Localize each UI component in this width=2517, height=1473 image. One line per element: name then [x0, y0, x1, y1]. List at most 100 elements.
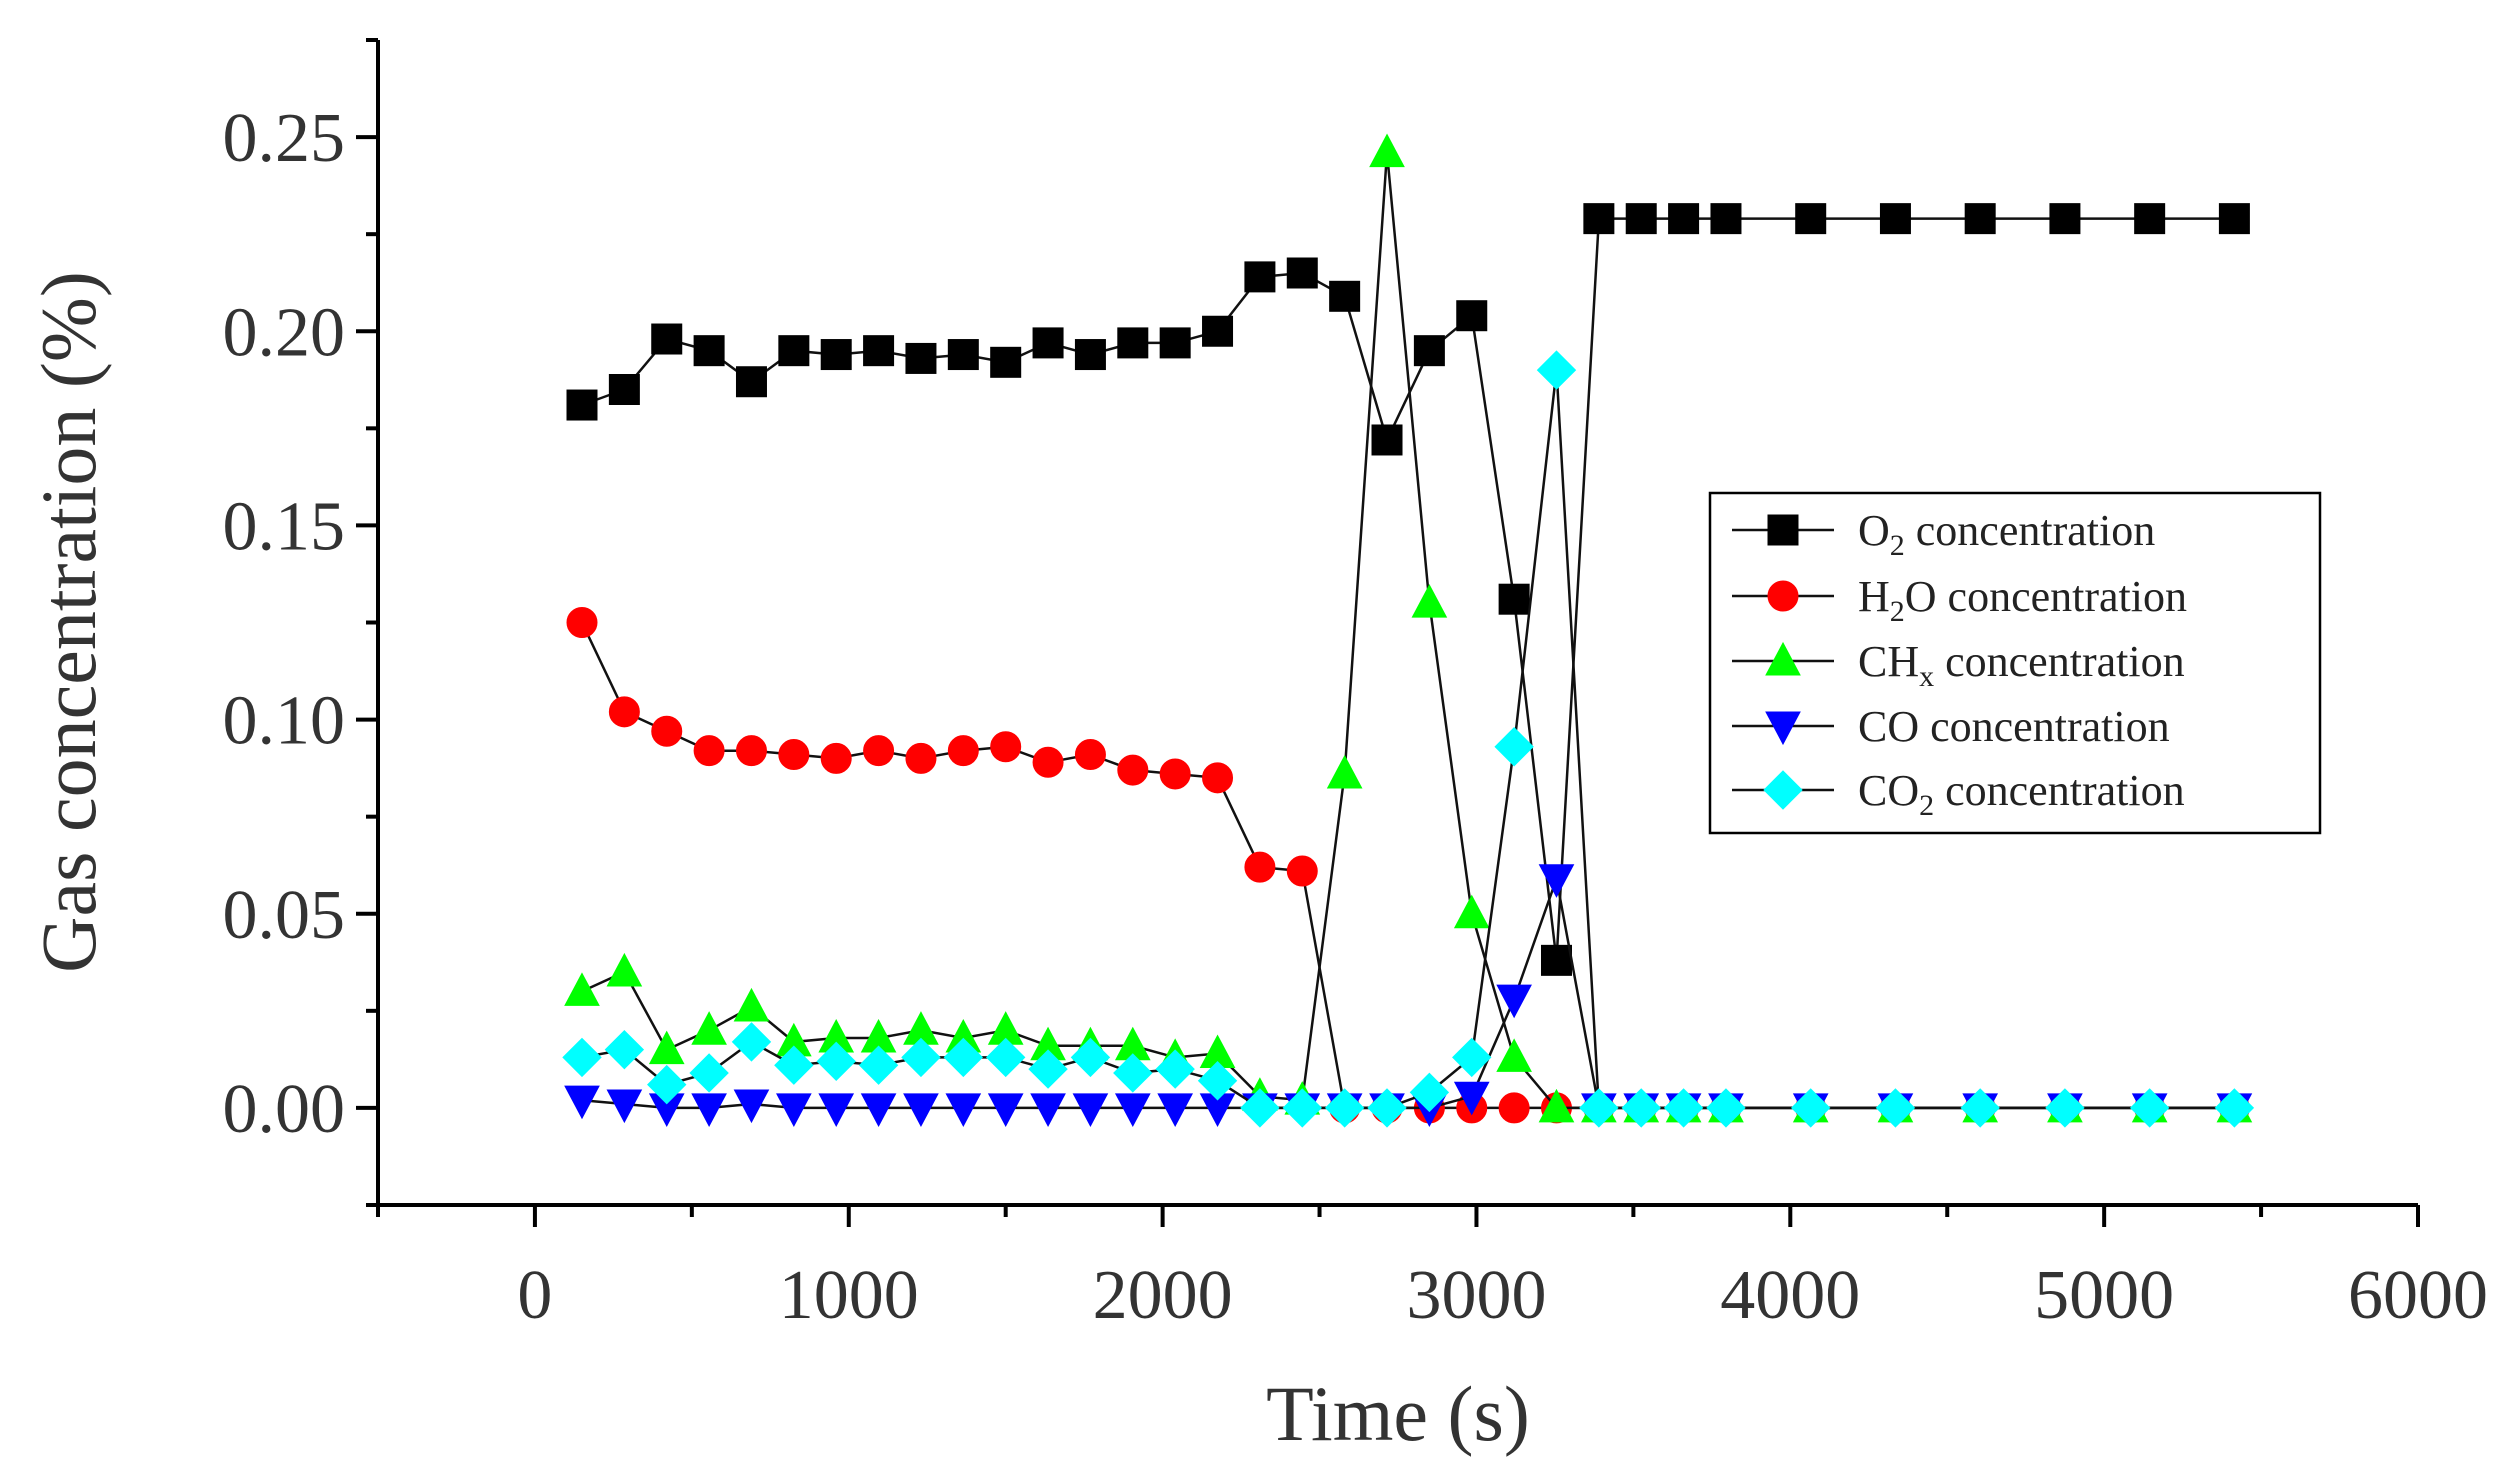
data-point-o2 [863, 335, 895, 367]
y-tick-label: 0.25 [223, 100, 346, 177]
data-point-chx [1538, 1088, 1575, 1123]
series-line-o2 [581, 217, 2235, 961]
data-point-o2 [1032, 327, 1064, 359]
data-point-co2 [1367, 1088, 1407, 1128]
data-point-h2o [947, 735, 979, 767]
data-point-h2o [735, 735, 767, 767]
data-point-co [733, 1089, 770, 1124]
data-point-co [987, 1093, 1024, 1127]
data-point-h2o [1117, 754, 1149, 786]
data-point-co2 [858, 1045, 899, 1085]
data-point-chx [564, 972, 600, 1006]
y-ticks: 0.00 0.05 0.10 0.15 0.20 0.25 [223, 38, 378, 1207]
y-axis-title: Gas concentration (%) [25, 271, 112, 973]
data-point-co2 [1155, 1049, 1195, 1089]
data-point-chx [648, 1030, 685, 1065]
legend: O2 concentration H2O concentration CHx con… [1708, 491, 2322, 835]
data-point-o2 [2218, 203, 2250, 235]
legend-marker-chx [1765, 641, 1801, 676]
legend-label-chx: CHx concentration [1858, 637, 2185, 693]
data-point-o2 [1964, 203, 1996, 235]
data-point-h2o [1159, 758, 1191, 790]
series-o2 [566, 203, 2250, 976]
data-point-co2 [1452, 1037, 1492, 1078]
data-point-co2 [1197, 1061, 1238, 1101]
data-point-co [691, 1093, 727, 1127]
data-point-h2o [905, 742, 937, 774]
legend-marker-co2 [1763, 770, 1803, 810]
data-point-chx [1411, 584, 1448, 618]
data-point-co2 [731, 1022, 772, 1062]
x-tick-label: 0 [517, 1257, 552, 1334]
data-point-o2 [1668, 203, 1700, 235]
data-point-co [1114, 1093, 1151, 1127]
series-line-co2 [581, 369, 2235, 1110]
x-tick-label: 1000 [779, 1257, 919, 1334]
data-point-co2 [689, 1053, 729, 1093]
data-point-chx [606, 952, 643, 987]
y-tick-label: 0.20 [223, 294, 346, 371]
data-point-co2 [1070, 1037, 1111, 1078]
series-co2 [562, 350, 2255, 1128]
data-point-co2 [1706, 1088, 1746, 1128]
legend-marker-co [1765, 711, 1801, 746]
data-point-co2 [1621, 1088, 1661, 1128]
data-point-h2o [693, 735, 725, 767]
data-point-h2o [1244, 851, 1276, 883]
data-point-o2 [778, 335, 810, 367]
data-point-o2 [2134, 203, 2166, 235]
data-point-co2 [1791, 1088, 1831, 1128]
data-point-co2 [2129, 1088, 2170, 1128]
data-point-o2 [1413, 335, 1445, 367]
data-point-o2 [1583, 203, 1615, 235]
data-point-co [860, 1093, 897, 1127]
data-point-o2 [1244, 261, 1276, 293]
data-point-o2 [1498, 583, 1530, 615]
data-point-co2 [1875, 1088, 1916, 1128]
y-tick-label: 0.05 [223, 877, 346, 954]
data-point-co [945, 1093, 982, 1127]
data-point-co [564, 1085, 600, 1120]
data-point-o2 [1795, 203, 1827, 235]
data-point-h2o [566, 607, 598, 638]
data-point-co [776, 1093, 812, 1127]
data-point-co2 [943, 1037, 984, 1078]
data-point-o2 [820, 339, 852, 371]
data-point-o2 [1159, 327, 1191, 359]
data-point-o2 [947, 339, 979, 371]
data-point-o2 [693, 335, 725, 367]
data-point-o2 [2049, 203, 2081, 235]
data-point-o2 [1286, 257, 1318, 289]
data-point-co2 [1240, 1088, 1280, 1128]
data-point-co [1157, 1093, 1194, 1127]
data-point-h2o [990, 731, 1022, 763]
data-point-co2 [774, 1045, 814, 1085]
data-point-co [1496, 984, 1532, 1019]
legend-label-h2o: H2O concentration [1858, 572, 2187, 628]
data-point-co2 [985, 1037, 1026, 1078]
data-point-h2o [608, 696, 640, 728]
data-point-o2 [1329, 280, 1361, 312]
x-tick-label: 3000 [1406, 1257, 1546, 1334]
data-point-co [1538, 864, 1575, 898]
data-point-h2o [1074, 739, 1106, 771]
data-point-chx [1453, 894, 1490, 929]
data-point-chx [691, 1011, 727, 1045]
data-point-o2 [1625, 203, 1657, 235]
data-point-co2 [1536, 350, 1577, 390]
data-point-co2 [1960, 1088, 2000, 1128]
data-point-co2 [2214, 1088, 2255, 1128]
data-point-co2 [901, 1037, 941, 1078]
data-point-chx [733, 987, 770, 1022]
data-point-co2 [562, 1037, 602, 1078]
data-point-co2 [1579, 1088, 1619, 1128]
x-tick-label: 2000 [1093, 1257, 1233, 1334]
data-point-o2 [1710, 203, 1742, 235]
data-point-co2 [1028, 1049, 1068, 1089]
data-point-o2 [1202, 315, 1234, 347]
data-point-o2 [1117, 327, 1149, 359]
data-point-h2o [1202, 762, 1234, 794]
data-point-h2o [1498, 1092, 1530, 1124]
y-tick-label: 0.00 [223, 1071, 346, 1148]
